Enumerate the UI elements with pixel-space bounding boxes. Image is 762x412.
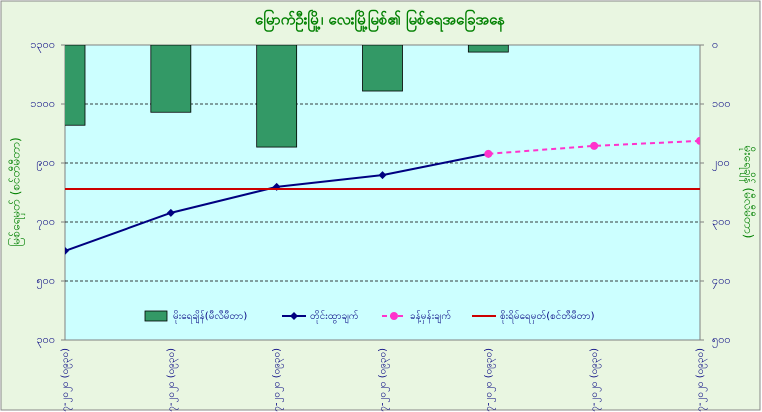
marker [484, 149, 493, 158]
plot-content [65, 45, 700, 255]
legend-label: တိုင်းထွာချက် [310, 309, 359, 324]
marker [590, 141, 599, 150]
y-tick-label: ၇၀၀ [36, 215, 55, 230]
legend-label: မိုးရေချိန်(မီလီမီတာ) [173, 309, 247, 324]
marker [166, 208, 175, 217]
y-tick-label: ၉၀၀ [36, 156, 55, 171]
y2-tick-label: ၁၀၀ [712, 97, 731, 110]
rain-bar [362, 45, 403, 92]
y2-tick-label: ၅၀၀ [712, 333, 731, 348]
marker [378, 171, 387, 180]
y2-tick-label: ၂၀၀ [712, 156, 730, 171]
x-tick-label: ၉-၇-၂၀၂၀ (၀၉၃၀) [166, 348, 179, 412]
legend-swatch [144, 310, 168, 322]
x-tick-label: ၁၀-၇-၂၀၂၀ (၀၉၃၀) [272, 348, 285, 412]
rain-bar [65, 45, 86, 126]
y-tick-label: ၃၀၀ [36, 333, 55, 348]
marker [696, 136, 700, 145]
y2-axis-title: မိုးရေချိန် (မီလီမီတာ) [739, 146, 757, 239]
marker [65, 246, 69, 255]
legend-marker [390, 312, 398, 320]
x-tick-label: ၁၁-၇-၂၀၂၀ (၀၉၃၀) [378, 348, 391, 412]
y-tick-label: ၁၁၀၀ [30, 97, 55, 110]
y2-tick-label: ၃၀၀ [712, 215, 731, 230]
x-tick-label: ၁၂-၇-၂၀၂၀ (၀၉၃၀) [483, 348, 496, 412]
legend-label: စိုးရိမ်ရေမှတ်(စင်တီမီတာ) [500, 309, 595, 324]
legend-marker [290, 312, 298, 320]
legend-label: ခန့်မှန်းချက် [410, 309, 451, 324]
y-tick-label: ၁၃၀၀ [30, 38, 55, 53]
x-tick-label: ၈-၇-၂၀၂၀ (၀၉၃၀) [60, 348, 73, 412]
x-tick-label: ၁၄-၇-၂၀၂၀ (၀၉၃၀) [695, 348, 708, 412]
rain-bar [256, 45, 298, 148]
y2-tick-label: ၀ [712, 38, 718, 51]
y-axis-title: မြစ်ရေမှတ် (စင်တီမီတာ) [7, 137, 26, 246]
y-tick-label: ၅၀၀ [36, 274, 55, 289]
x-tick-label: ၁၃-၇-၂၀၂၀ (၀၉၃၀) [589, 348, 602, 412]
rain-bar [150, 45, 192, 113]
rain-bar [467, 45, 509, 53]
y2-tick-label: ၄၀၀ [712, 274, 731, 289]
